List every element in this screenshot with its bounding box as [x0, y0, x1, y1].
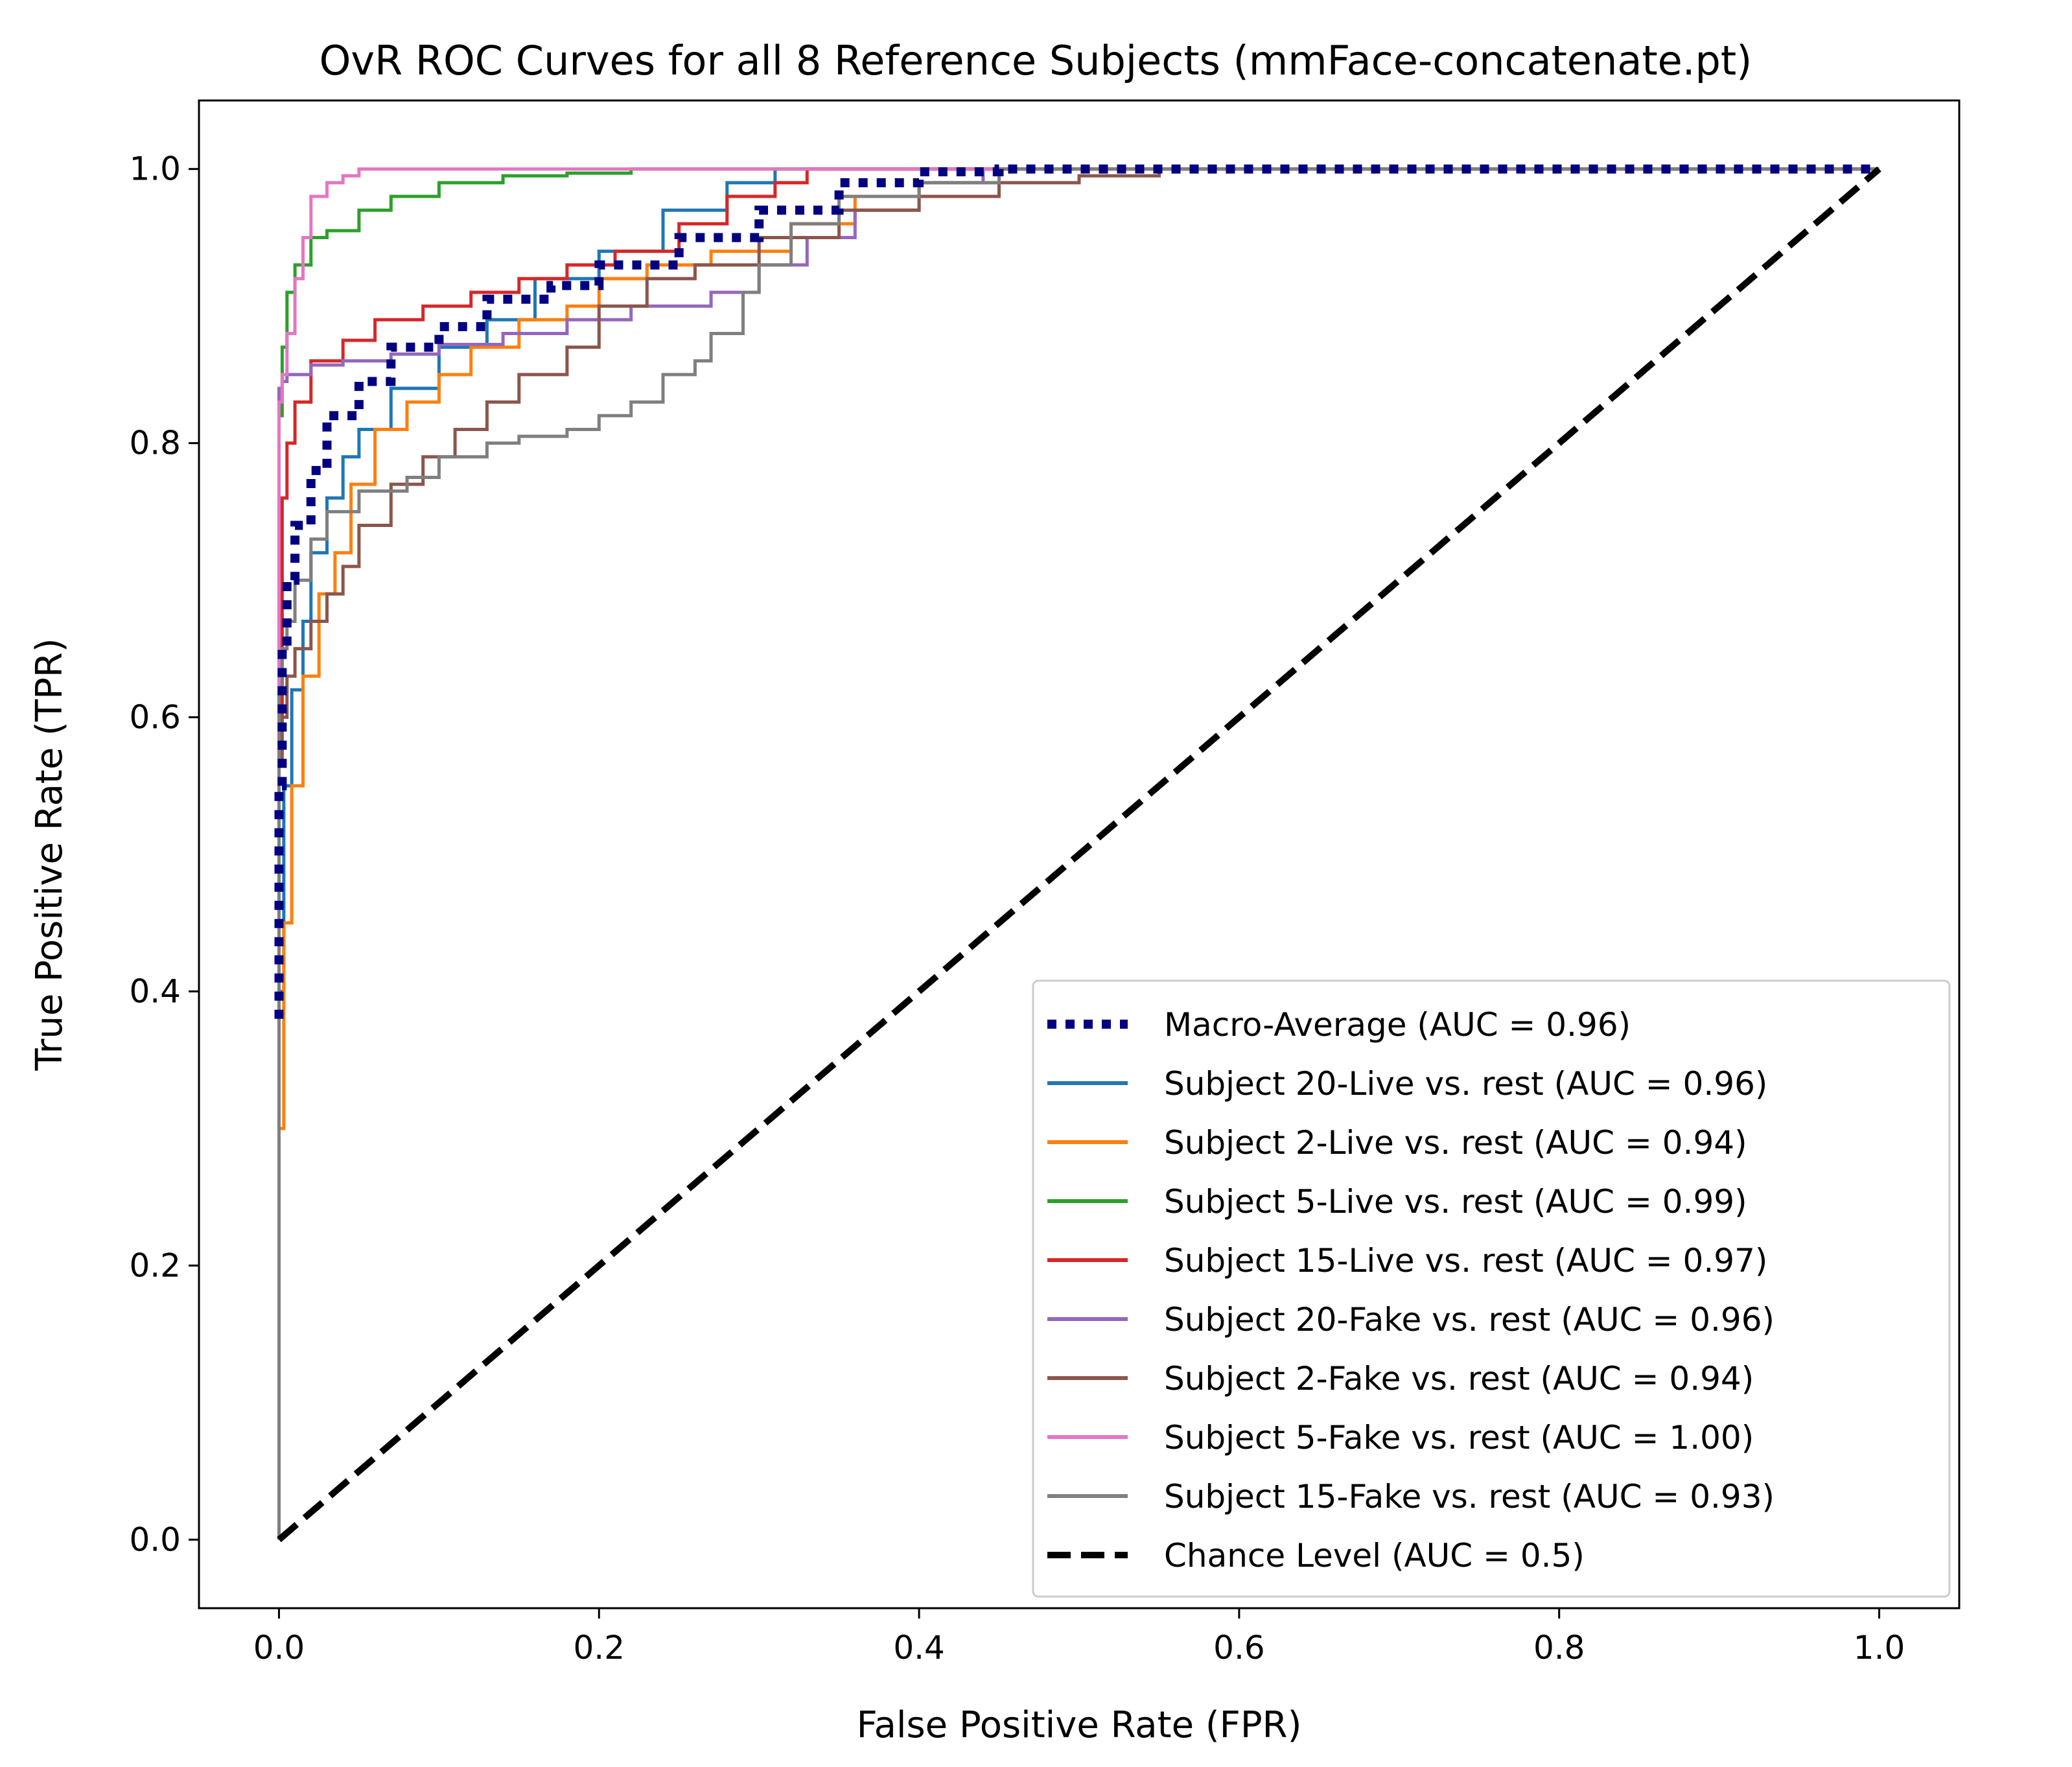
legend-label-2: Subject 2-Live vs. rest (AUC = 0.94) [1164, 1124, 1747, 1162]
plot-lines [274, 164, 1881, 1543]
legend-label-0: Macro-Average (AUC = 0.96) [1164, 1006, 1631, 1044]
series-line-3 [277, 167, 1880, 1540]
legend-label-5: Subject 20-Fake vs. rest (AUC = 0.96) [1164, 1301, 1775, 1339]
series-line-9 [277, 166, 1881, 1543]
legend-label-6: Subject 2-Fake vs. rest (AUC = 0.94) [1164, 1360, 1754, 1398]
legend-box [1032, 979, 1951, 1598]
x-tick-label: 0.0 [253, 1629, 305, 1667]
x-tick-label: 0.2 [574, 1629, 625, 1667]
legend: Macro-Average (AUC = 0.96) Subject 20-Liv… [1032, 979, 1951, 1598]
series-line-6 [277, 167, 1880, 1540]
series-line-7 [277, 167, 1880, 1540]
y-tick-label: 0.4 [129, 972, 181, 1010]
y-tick-label: 1.0 [129, 150, 181, 188]
series-line-8 [277, 167, 1880, 1540]
legend-label-7: Subject 5-Fake vs. rest (AUC = 1.00) [1164, 1419, 1754, 1457]
series-line-4 [277, 167, 1880, 1540]
plot-frame [198, 99, 1961, 1609]
legend-label-3: Subject 5-Live vs. rest (AUC = 0.99) [1164, 1183, 1747, 1221]
y-axis-ticks: 0.0 0.2 0.4 0.6 0.8 1.0 [129, 150, 199, 1558]
x-axis-label: False Positive Rate (FPR) [857, 1704, 1302, 1746]
y-tick-label: 0.6 [129, 699, 181, 736]
legend-label-4: Subject 15-Live vs. rest (AUC = 0.97) [1164, 1242, 1767, 1280]
x-axis-ticks: 0.0 0.2 0.4 0.6 0.8 1.0 [253, 1608, 1905, 1667]
x-tick-label: 0.4 [893, 1629, 945, 1667]
chart-title: OvR ROC Curves for all 8 Reference Subje… [320, 37, 1752, 84]
legend-label-9: Chance Level (AUC = 0.5) [1164, 1537, 1585, 1574]
x-tick-label: 0.8 [1533, 1629, 1585, 1667]
y-tick-label: 0.0 [129, 1521, 181, 1558]
x-tick-label: 1.0 [1854, 1629, 1905, 1667]
y-tick-label: 0.2 [129, 1246, 181, 1284]
legend-label-8: Subject 15-Fake vs. rest (AUC = 0.93) [1164, 1478, 1775, 1515]
x-tick-label: 0.6 [1213, 1629, 1265, 1667]
y-tick-label: 0.8 [129, 425, 181, 462]
legend-label-1: Subject 20-Live vs. rest (AUC = 0.96) [1164, 1065, 1767, 1103]
series-line-0 [274, 164, 1880, 1019]
y-axis-label: True Positive Rate (TPR) [29, 638, 71, 1071]
